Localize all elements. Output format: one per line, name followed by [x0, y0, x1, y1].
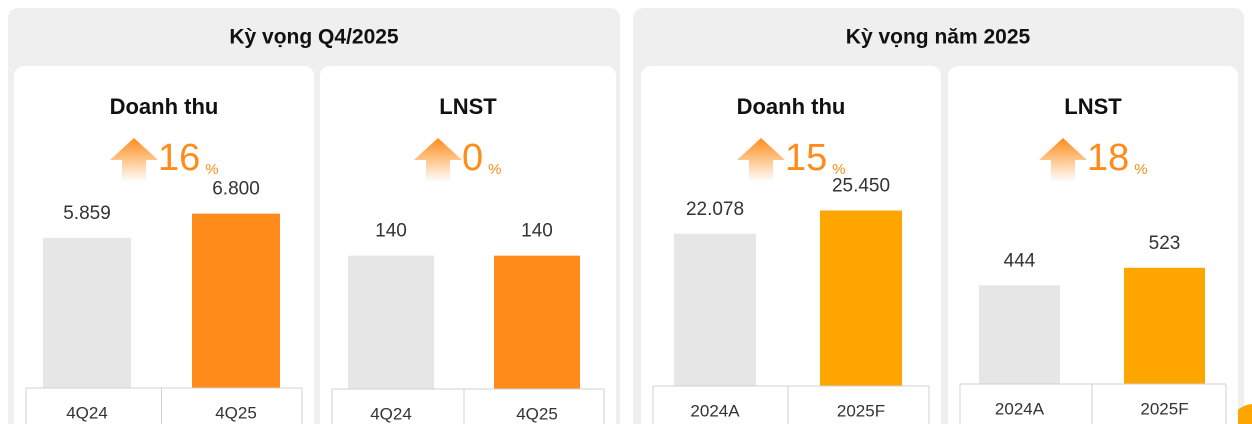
growth-value: 0	[462, 137, 483, 179]
growth-value: 15	[785, 137, 827, 179]
card-title: Doanh thu	[737, 94, 846, 119]
value-label: 140	[521, 221, 553, 242]
x-tick-label: 4Q25	[215, 403, 257, 422]
x-tick-label: 4Q25	[516, 404, 558, 423]
x-tick-label: 2025F	[837, 401, 885, 420]
growth-arrow	[110, 138, 158, 182]
bar	[348, 255, 434, 389]
growth-arrow	[737, 138, 785, 182]
growth-value: 18	[1087, 137, 1129, 179]
value-label: 22.078	[686, 199, 744, 220]
x-tick-label: 4Q24	[370, 404, 412, 423]
bar	[192, 213, 280, 388]
card-title: Doanh thu	[110, 94, 219, 119]
growth-unit: %	[832, 161, 845, 178]
value-label: 6.800	[212, 179, 260, 200]
growth-arrow	[414, 138, 462, 182]
card-title: LNST	[1064, 94, 1122, 119]
x-tick-label: 2024A	[690, 401, 740, 420]
bar	[674, 233, 756, 386]
bar	[820, 210, 902, 386]
growth-unit: %	[205, 161, 218, 178]
value-label: 523	[1149, 233, 1181, 254]
growth-value: 16	[158, 137, 200, 179]
panel-title: Kỳ vọng năm 2025	[846, 26, 1031, 49]
x-tick-label: 2025F	[1140, 399, 1188, 418]
panel-title: Kỳ vọng Q4/2025	[229, 26, 399, 49]
card-title: LNST	[439, 94, 497, 119]
value-label: 25.450	[832, 175, 890, 196]
growth-unit: %	[1134, 161, 1147, 178]
growth-arrow	[1039, 138, 1087, 182]
bar	[43, 237, 131, 388]
bar	[979, 285, 1060, 384]
x-tick-label: 4Q24	[66, 403, 108, 422]
bar	[1124, 267, 1205, 384]
value-label: 444	[1004, 250, 1036, 271]
bar	[494, 255, 580, 389]
growth-unit: %	[488, 161, 501, 178]
x-tick-label: 2024A	[995, 399, 1045, 418]
value-label: 140	[375, 221, 407, 242]
value-label: 5.859	[63, 203, 111, 224]
